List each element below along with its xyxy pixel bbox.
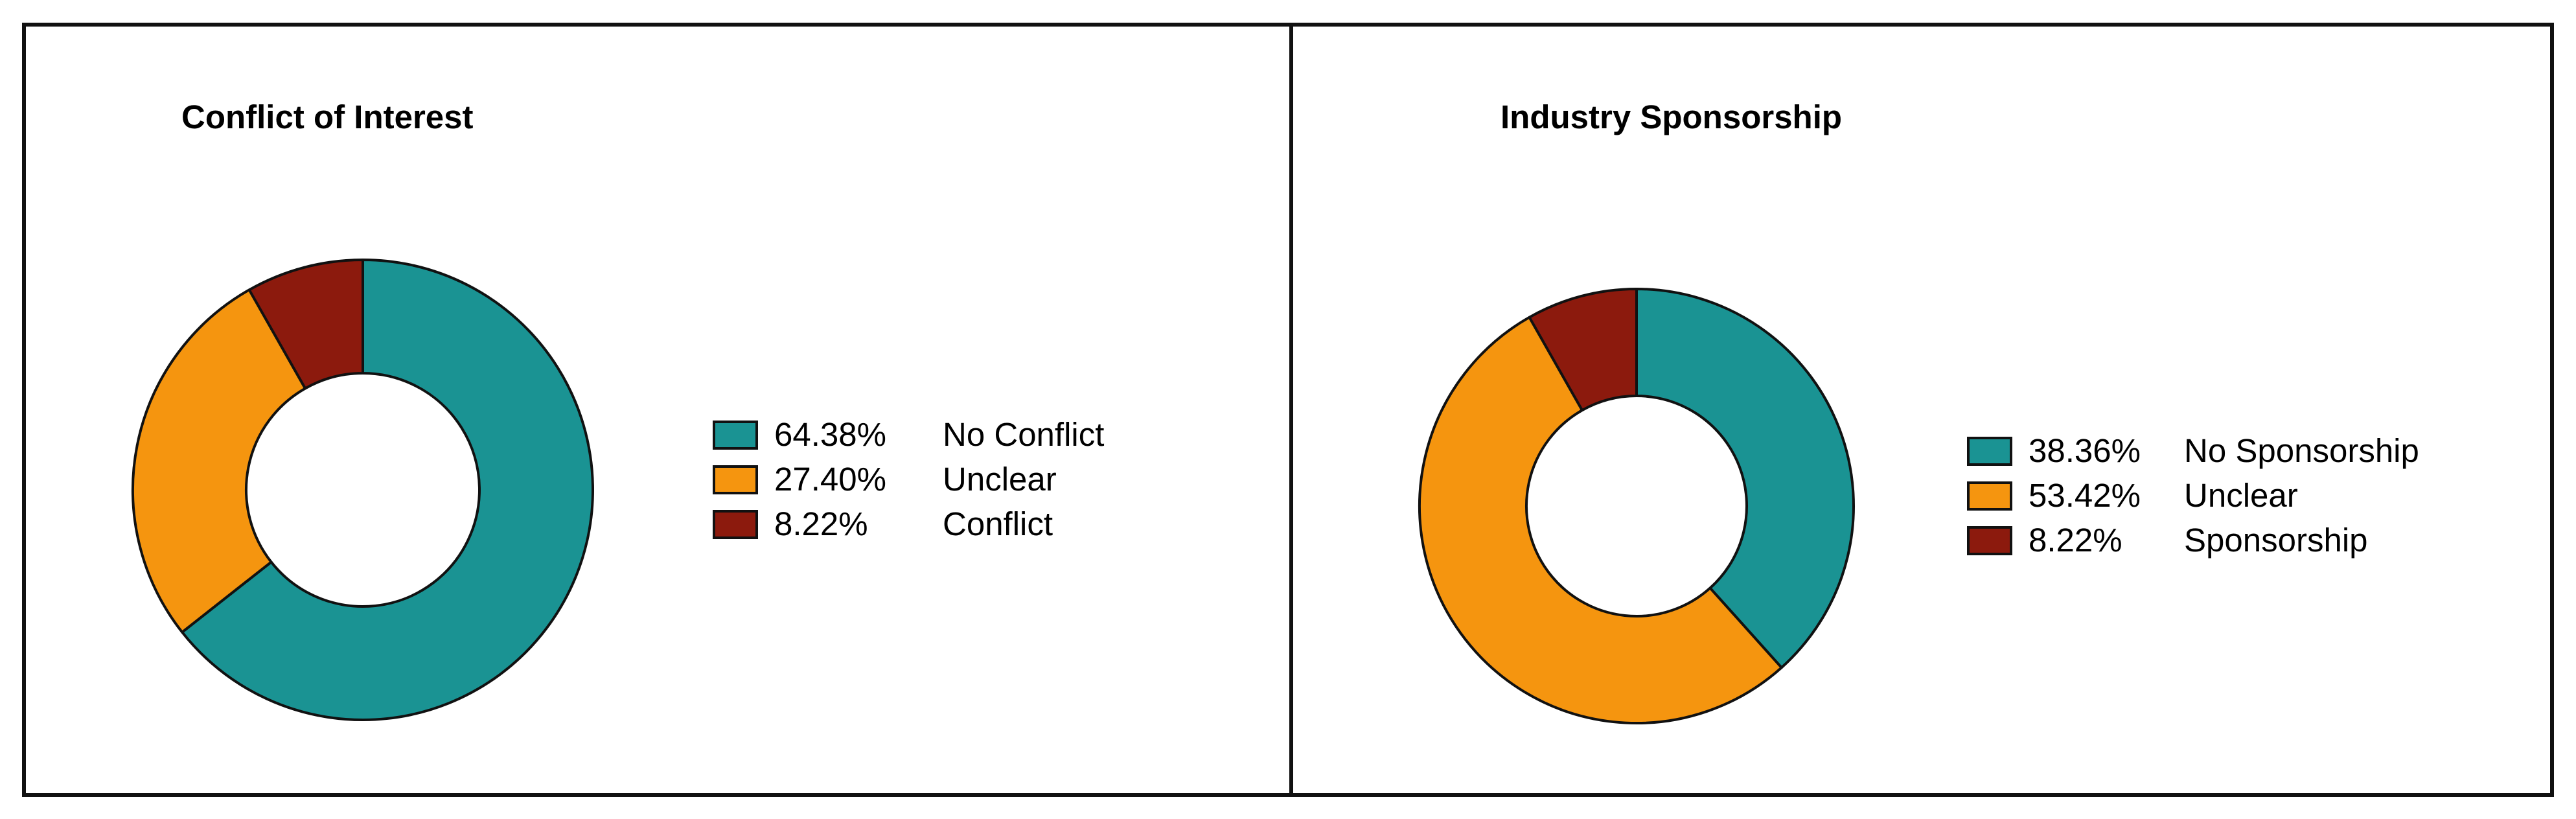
legend-label: Unclear: [943, 461, 1057, 498]
legend-swatch: [713, 421, 758, 450]
industry-sponsorship-panel: Industry Sponsorship 38.36% No Sponsorsh…: [1289, 23, 2554, 797]
legend-percent: 8.22%: [2029, 522, 2122, 559]
legend-label: Conflict: [943, 505, 1053, 542]
chart-title: Conflict of Interest: [181, 98, 474, 135]
legend-percent: 53.42%: [2029, 477, 2141, 514]
conflict-of-interest-panel: Conflict of Interest 64.38% No Conflict …: [22, 23, 1293, 797]
conflict-of-interest-donut: [132, 259, 594, 721]
legend-swatch: [1967, 481, 2012, 511]
donut-slice-unclear: [1418, 316, 1783, 724]
legend-percent: 27.40%: [774, 461, 886, 498]
legend-swatch: [1967, 437, 2012, 466]
chart-title: Industry Sponsorship: [1501, 98, 1843, 135]
legend-label: Sponsorship: [2184, 522, 2368, 559]
legend-label: No Conflict: [943, 416, 1105, 453]
legend-label: Unclear: [2184, 477, 2298, 514]
industry-sponsorship-donut: [1418, 288, 1855, 724]
donut-slice-no-conflict: [181, 259, 594, 721]
donut-slice-no-sponsorship: [1635, 288, 1855, 669]
legend-percent: 64.38%: [774, 416, 886, 453]
donut-slice-unclear: [132, 288, 307, 634]
legend-percent: 38.36%: [2029, 432, 2141, 469]
donut-slice-conflict: [247, 259, 364, 390]
legend-swatch: [1967, 526, 2012, 555]
legend-label: No Sponsorship: [2184, 432, 2419, 469]
donut-slice-sponsorship: [1528, 288, 1638, 412]
legend-percent: 8.22%: [774, 505, 868, 542]
legend-swatch: [713, 465, 758, 494]
legend-swatch: [713, 510, 758, 539]
